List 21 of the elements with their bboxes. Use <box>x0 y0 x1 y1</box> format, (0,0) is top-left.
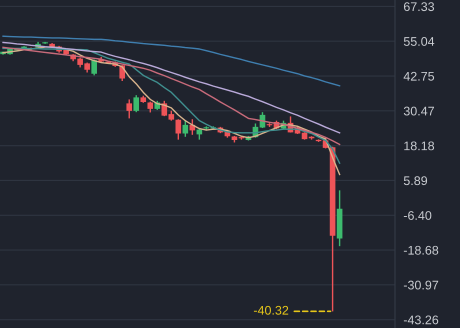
candlestick <box>147 100 154 114</box>
y-tick-label: -6.40 <box>404 211 432 220</box>
candlestick <box>182 119 188 138</box>
y-tick-label: 18.18 <box>404 141 434 150</box>
candlestick <box>176 118 182 140</box>
candlestick <box>126 98 132 120</box>
y-tick-label: 42.75 <box>404 72 434 81</box>
y-tick-label: 30.47 <box>404 106 434 116</box>
line-series <box>2 36 340 87</box>
candlestick <box>91 58 97 76</box>
y-tick-label: -30.97 <box>404 280 438 290</box>
y-tick-label: -43.26 <box>404 315 438 324</box>
candlestick <box>133 94 140 113</box>
line-series <box>2 42 340 134</box>
y-tick-label: 67.33 <box>404 2 434 12</box>
y-tick-label: 55.04 <box>404 37 434 46</box>
y-tick-label: -18.68 <box>404 246 438 255</box>
line-series <box>2 46 340 146</box>
annotation: -40.32 <box>254 306 288 315</box>
y-tick-label: 5.89 <box>404 176 428 186</box>
candlestick <box>196 128 202 140</box>
